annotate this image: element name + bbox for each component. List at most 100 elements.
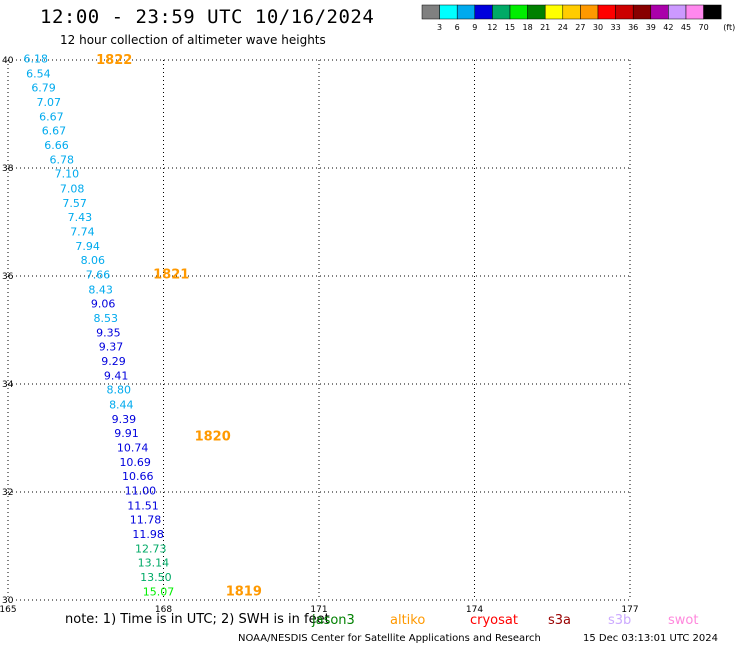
- y-tick-label: 34: [2, 380, 14, 390]
- data-point-label: 7.07: [37, 96, 62, 109]
- data-point-label: 6.66: [44, 139, 69, 152]
- data-point-label: 7.66: [86, 269, 111, 282]
- data-point-label: 8.53: [94, 312, 119, 325]
- data-point-label: 6.54: [26, 67, 51, 80]
- data-point-label: 7.57: [62, 197, 87, 210]
- x-tick-label: 174: [466, 605, 483, 615]
- colorbar-swatch: [474, 4, 493, 20]
- timestamp: 15 Dec 03:13:01 UTC 2024: [583, 633, 718, 644]
- credit-line: NOAA/NESDIS Center for Satellite Applica…: [238, 633, 541, 644]
- data-point-label: 9.39: [112, 413, 136, 426]
- data-point-label: 10.66: [122, 470, 153, 483]
- x-tick-label: 177: [621, 605, 638, 615]
- data-point-label: 11.51: [127, 499, 159, 512]
- track-label: 1822: [96, 53, 132, 68]
- colorbar-swatch: [509, 4, 528, 20]
- colorbar-swatch: [492, 4, 511, 20]
- colorbar-label: 36: [628, 23, 638, 32]
- data-point-label: 7.94: [75, 240, 100, 253]
- colorbar-swatch: [580, 4, 599, 20]
- colorbar-swatch: [632, 4, 652, 20]
- data-point-label: 8.43: [88, 283, 113, 296]
- colorbar-swatch: [544, 4, 564, 20]
- colorbar-label: 30: [593, 23, 603, 32]
- data-point-label: 11.78: [130, 513, 162, 526]
- data-point-label: 8.06: [81, 254, 106, 267]
- y-tick-label: 40: [2, 56, 14, 66]
- data-point-label: 8.80: [106, 384, 131, 397]
- colorbar-label: 42: [663, 23, 673, 32]
- colorbar-label: 9: [472, 23, 477, 32]
- colorbar-label: 24: [558, 23, 568, 32]
- satellite-name: cryosat: [470, 613, 518, 628]
- colorbar-label: 39: [646, 23, 656, 32]
- track-label: 1819: [226, 585, 262, 600]
- footer-note: note: 1) Time is in UTC; 2) SWH is in fe…: [65, 612, 330, 627]
- colorbar-label: 18: [523, 23, 533, 32]
- x-tick-label: 168: [155, 605, 172, 615]
- data-point-label: 7.43: [68, 211, 93, 224]
- colorbar-swatch: [439, 4, 458, 20]
- satellite-name: swot: [668, 613, 699, 628]
- satellite-name: s3a: [548, 613, 572, 628]
- colorbar-label: 33: [611, 23, 621, 32]
- colorbar-swatch: [456, 4, 476, 20]
- chart-title: 12:00 - 23:59 UTC 10/16/2024: [40, 6, 375, 28]
- colorbar-swatch: [562, 4, 581, 20]
- data-point-label: 11.00: [125, 485, 157, 498]
- track-label: 1820: [195, 430, 231, 445]
- y-tick-label: 32: [2, 488, 13, 498]
- data-point-label: 9.35: [96, 326, 121, 339]
- satellite-name: altiko: [390, 613, 426, 628]
- satellite-name: s3b: [608, 613, 632, 628]
- colorbar-swatch: [650, 4, 669, 20]
- data-point-label: 9.91: [114, 427, 139, 440]
- colorbar-label: 27: [575, 23, 585, 32]
- colorbar-label: 12: [487, 23, 497, 32]
- data-point-label: 8.44: [109, 398, 134, 411]
- data-point-label: 9.06: [91, 297, 116, 310]
- data-point-label: 6.67: [42, 125, 67, 138]
- colorbar-label: 70: [699, 23, 709, 32]
- y-tick-label: 38: [2, 164, 14, 174]
- data-point-label: 7.08: [60, 182, 84, 195]
- colorbar-label: 6: [455, 23, 460, 32]
- colorbar-unit: (ft): [723, 23, 735, 32]
- colorbar-label: 45: [681, 23, 691, 32]
- colorbar-label: 15: [505, 23, 515, 32]
- data-point-label: 7.10: [55, 168, 80, 181]
- chart-subtitle: 12 hour collection of altimeter wave hei…: [60, 33, 326, 47]
- data-point-label: 7.74: [70, 226, 95, 239]
- data-point-label: 6.67: [39, 110, 64, 123]
- colorbar-swatch: [615, 4, 634, 20]
- data-point-label: 13.14: [138, 557, 170, 570]
- colorbar-swatch: [703, 4, 722, 20]
- colorbar-swatch: [421, 4, 440, 20]
- colorbar-swatch: [527, 4, 546, 20]
- track-label: 1821: [153, 268, 189, 283]
- data-point-label: 12.73: [135, 542, 167, 555]
- colorbar-label: 21: [540, 23, 550, 32]
- data-point-label: 11.98: [132, 528, 164, 541]
- data-point-label: 10.69: [119, 456, 151, 469]
- data-point-label: 15.07: [143, 586, 175, 599]
- x-tick-label: 171: [310, 605, 327, 615]
- data-point-label: 6.18: [24, 53, 49, 66]
- data-point-label: 6.79: [31, 81, 56, 94]
- data-point-label: 6.78: [49, 154, 74, 167]
- satellite-name: jason3: [312, 613, 355, 628]
- data-point-label: 13.50: [140, 571, 172, 584]
- x-tick-label: 165: [0, 605, 17, 615]
- y-tick-label: 36: [2, 272, 14, 282]
- colorbar-swatch: [597, 4, 616, 20]
- colorbar-label: 3: [437, 23, 442, 32]
- colorbar-swatch: [685, 4, 704, 20]
- data-point-label: 9.29: [101, 355, 126, 368]
- data-point-label: 9.37: [99, 341, 124, 354]
- data-point-label: 10.74: [117, 442, 149, 455]
- y-tick-label: 30: [2, 596, 14, 606]
- colorbar-swatch: [668, 4, 687, 20]
- data-point-label: 9.41: [104, 370, 128, 383]
